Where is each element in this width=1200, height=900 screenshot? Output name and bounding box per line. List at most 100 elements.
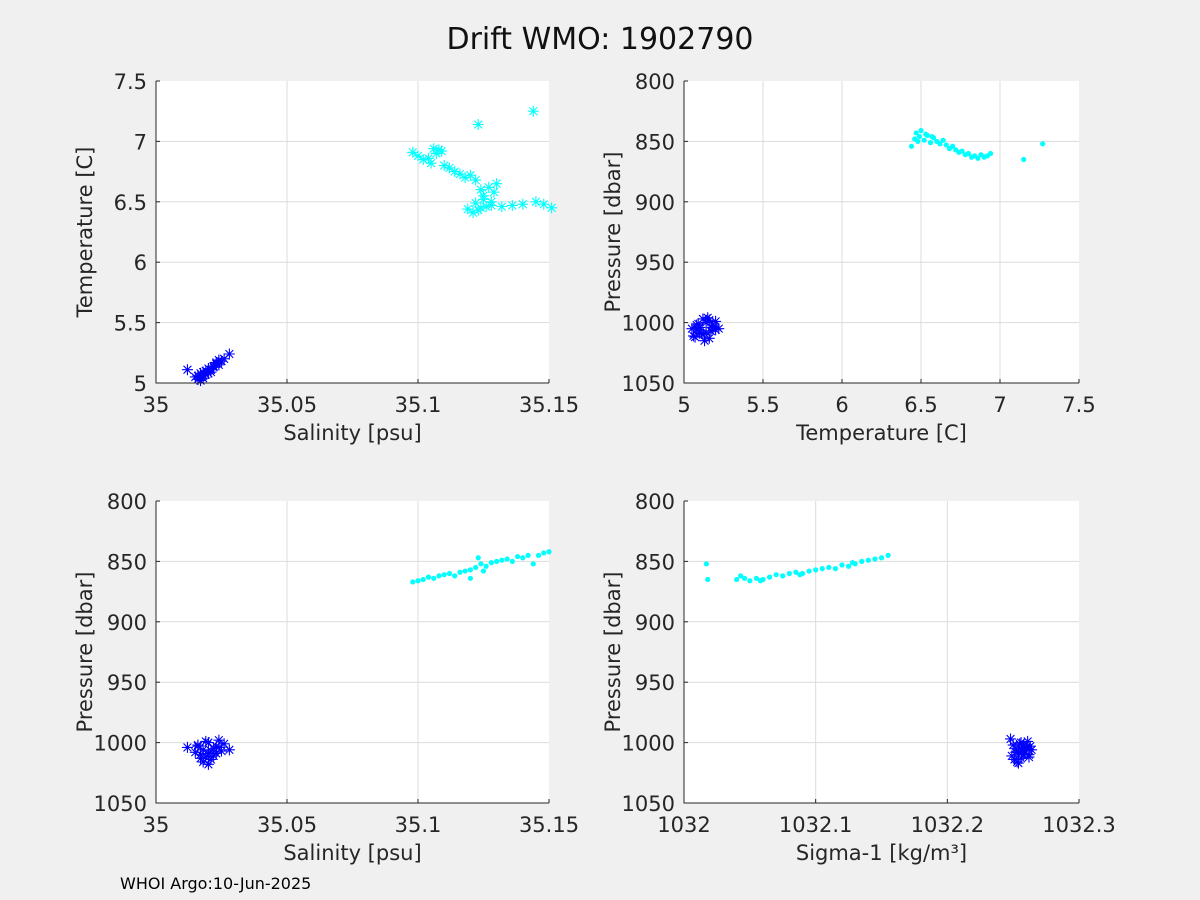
series-1: [908, 127, 1046, 163]
data-point: [541, 550, 547, 556]
data-point: [699, 335, 711, 347]
data-point: [1040, 141, 1046, 147]
data-point: [213, 354, 225, 366]
data-point: [927, 140, 934, 146]
y-axis-label: Pressure [dbar]: [601, 152, 625, 313]
data-point: [885, 552, 891, 558]
data-point: [753, 575, 760, 581]
data-point: [443, 162, 455, 174]
data-point: [422, 152, 434, 164]
y-tick-label: 900: [635, 191, 675, 215]
data-point: [488, 186, 500, 198]
series-0: [181, 734, 235, 770]
data-point: [438, 160, 450, 172]
data-point: [192, 370, 204, 382]
data-point: [213, 741, 225, 753]
data-point: [202, 737, 214, 749]
data-point: [491, 178, 503, 190]
data-point: [436, 573, 442, 579]
data-point: [918, 127, 924, 134]
data-point: [189, 746, 201, 758]
data-point: [407, 146, 419, 158]
data-point: [485, 199, 497, 211]
data-point: [915, 138, 921, 144]
data-point: [480, 568, 487, 574]
data-point: [703, 314, 715, 326]
data-point: [1010, 746, 1022, 758]
series-0: [1005, 733, 1038, 769]
data-point: [420, 576, 426, 583]
data-point: [700, 326, 712, 338]
data-point: [223, 348, 235, 360]
data-point: [210, 740, 222, 752]
data-point: [819, 566, 825, 572]
y-tick-label: 5: [134, 372, 147, 396]
x-tick-label: 35.15: [519, 813, 579, 837]
y-tick-label: 1050: [94, 792, 147, 816]
y-tick-label: 6: [134, 251, 147, 275]
y-tick-label: 850: [635, 550, 675, 574]
x-tick-label: 35.15: [519, 393, 579, 417]
x-tick-label: 7.5: [1062, 393, 1095, 417]
y-tick-label: 950: [635, 671, 675, 695]
data-point: [441, 572, 447, 578]
data-point: [710, 315, 722, 327]
data-point: [734, 576, 740, 583]
x-tick-label: 1032.3: [1042, 813, 1115, 837]
plot-area: [156, 81, 549, 383]
x-tick-label: 1032.2: [911, 813, 984, 837]
data-point: [499, 557, 505, 563]
data-point: [473, 564, 479, 571]
data-point: [483, 181, 495, 193]
panel-sigma1-pressure: 1032 1032.1 1032.2 1032.3 800 850 900 950 1000 10…: [601, 490, 1116, 865]
data-point: [452, 573, 458, 579]
x-tick-label: 6: [835, 393, 848, 417]
data-point: [780, 573, 786, 579]
data-point: [410, 579, 416, 585]
data-point: [773, 572, 779, 578]
data-point: [200, 751, 212, 763]
x-axis-label: Temperature [C]: [795, 421, 967, 445]
data-point: [197, 756, 209, 768]
data-point: [959, 148, 965, 154]
y-tick-label: 900: [107, 611, 147, 635]
data-point: [839, 562, 845, 568]
data-point: [457, 569, 463, 575]
data-point: [1005, 733, 1017, 745]
data-point: [1020, 743, 1032, 755]
panel-salinity-pressure: 35 35.05 35.1 35.15 800 850 900 950 1000 1050 Sali…: [73, 490, 579, 865]
data-point: [430, 147, 442, 159]
data-point: [425, 157, 437, 169]
data-point: [181, 741, 193, 753]
data-point: [1016, 744, 1028, 756]
y-axis-label: Pressure [dbar]: [73, 572, 97, 733]
data-point: [546, 549, 552, 555]
panel-salinity-temperature: 35 35.05 35.1 35.15 5 5.5 6 6.5 7 7.5 Salinity [ps…: [73, 70, 579, 445]
data-point: [546, 202, 558, 214]
data-point: [478, 561, 484, 567]
data-point: [950, 143, 956, 149]
data-point: [923, 131, 929, 137]
data-point: [425, 574, 432, 580]
data-point: [916, 133, 923, 140]
y-tick-label: 6.5: [114, 191, 147, 215]
data-point: [757, 578, 763, 584]
y-tick-label: 850: [107, 550, 147, 574]
y-tick-label: 1050: [622, 372, 675, 396]
x-tick-label: 35.1: [395, 813, 442, 837]
data-point: [192, 740, 204, 752]
data-point: [859, 558, 865, 565]
data-point: [929, 133, 935, 140]
y-tick-label: 800: [635, 490, 675, 514]
data-point: [464, 169, 476, 181]
data-point: [713, 323, 725, 335]
data-point: [806, 568, 812, 574]
data-point: [197, 744, 209, 756]
data-point: [703, 332, 715, 344]
data-point: [937, 141, 943, 147]
data-point: [472, 118, 484, 130]
data-point: [417, 154, 429, 166]
data-point: [872, 556, 878, 562]
data-point: [865, 557, 871, 563]
data-point: [1024, 740, 1036, 752]
